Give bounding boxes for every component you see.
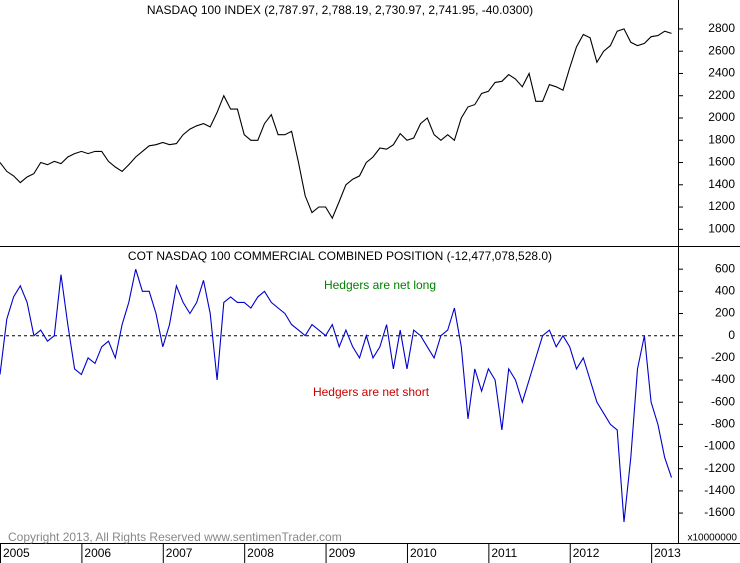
y-tick-label: -800 [711, 417, 735, 431]
x-tick-label: 2005 [3, 546, 30, 560]
data-line [0, 28, 672, 220]
y-tick-label: 400 [715, 284, 735, 298]
chart-title: NASDAQ 100 INDEX (2,787.97, 2,788.19, 2,… [147, 3, 533, 17]
x-tick-label: 2010 [410, 546, 437, 560]
y-tick-label: 1600 [708, 155, 735, 169]
y-tick-label: 1200 [708, 199, 735, 213]
y-tick-label: 2600 [708, 43, 735, 57]
x-tick-label: 2009 [329, 546, 356, 560]
annotation: Hedgers are net long [324, 278, 436, 292]
y-tick-label: 1000 [708, 221, 735, 235]
y-tick-label: 2000 [708, 110, 735, 124]
y-tick-label: 600 [715, 261, 735, 275]
y-tick-label: 2400 [708, 66, 735, 80]
y-tick-label: 2800 [708, 21, 735, 35]
x-tick-label: 2006 [84, 546, 111, 560]
x-tick-label: 2007 [166, 546, 193, 560]
x-tick-label: 2013 [654, 546, 681, 560]
y-tick-label: -200 [711, 350, 735, 364]
y-tick-label: 0 [728, 328, 735, 342]
data-line [0, 269, 673, 522]
y-tick-label: -1400 [704, 483, 735, 497]
x-tick-label: 2008 [247, 546, 274, 560]
chart-title: COT NASDAQ 100 COMMERCIAL COMBINED POSIT… [128, 249, 552, 263]
y-tick-label: 200 [715, 306, 735, 320]
x-tick-label: 2012 [573, 546, 600, 560]
y-tick-label: -1600 [704, 505, 735, 519]
watermark: Copyright 2013, All Rights Reserved www.… [8, 530, 342, 544]
y-tick-label: 1800 [708, 132, 735, 146]
y-tick-label: -600 [711, 394, 735, 408]
y-tick-label: 2200 [708, 88, 735, 102]
y-tick-label: -400 [711, 372, 735, 386]
y-tick-label: -1200 [704, 461, 735, 475]
y-tick-label: -1000 [704, 439, 735, 453]
y-unit-label: x10000000 [688, 533, 738, 544]
y-tick-label: 1400 [708, 177, 735, 191]
annotation: Hedgers are net short [313, 385, 430, 399]
x-tick-label: 2011 [491, 546, 517, 560]
